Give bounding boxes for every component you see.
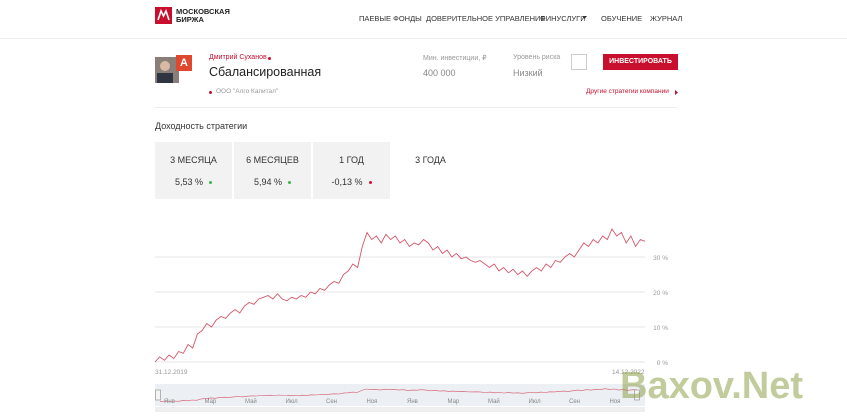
navigator-label: Мар [448,399,460,405]
period-value: 5,53 % [155,177,232,187]
nav-item[interactable]: ОБУЧЕНИЕ [601,14,643,23]
period-value-text: 5,53 % [174,177,204,187]
company-badge: A [176,55,192,71]
start-date: 31.12.2019 [155,369,188,376]
y-tick-label: 0 % [657,360,668,367]
bullet [268,57,271,60]
info-icon[interactable] [571,54,587,70]
risk-value: Низкий [513,68,543,78]
strategy-name: Сбалансированная [209,65,322,79]
navigator-label: Янв [164,399,175,405]
period-label: 1 ГОД [339,155,364,165]
navigator-label: Сен [569,399,580,405]
period-label: 6 МЕСЯЦЕВ [246,155,299,165]
period-label: 3 МЕСЯЦА [170,155,217,165]
navigator-label: Ноя [610,399,621,405]
period-label: 3 ГОДА [415,155,446,165]
divider [155,107,678,108]
period-value-text: -0,13 % [331,177,363,187]
bullet [209,91,212,94]
navigator-label: Ноя [367,399,378,405]
nav-item[interactable]: ФИНУСЛУГИ [540,14,586,23]
avatar-figure [157,61,173,83]
period-value: -0,13 % [313,177,390,187]
logo-line: МОСКОВСКАЯ [176,7,230,16]
invest-button[interactable]: ИНВЕСТИРОВАТЬ [603,54,678,70]
risk-label: Уровень риска [513,54,561,61]
trend-dot [368,181,372,185]
y-tick-label: 20 % [653,290,668,297]
period-tab[interactable]: 3 МЕСЯЦА 5,53 % [155,142,232,199]
navigator-handle[interactable] [155,389,161,401]
period-tab[interactable]: 6 МЕСЯЦЕВ 5,94 % [234,142,311,199]
navigator-bg [155,384,645,406]
navigator-label: Сен [326,399,337,405]
navigator-handle[interactable] [634,389,640,401]
period-tab[interactable]: 3 ГОДА [392,142,469,199]
trend-dot [288,181,292,185]
y-tick-label: 30 % [653,255,668,262]
logo-icon[interactable] [155,7,172,24]
logo-text[interactable]: МОСКОВСКАЯ БИРЖА [176,8,230,24]
end-date: 14.12.2022 [612,369,645,376]
nav-item[interactable]: ЖУРНАЛ [650,14,683,23]
author-link[interactable]: Дмитрий Суханов [209,54,267,61]
scrollbar [155,407,645,412]
navigator-label: Мар [205,399,217,405]
dropdown-caret [582,16,587,19]
price-line [154,228,646,363]
period-value-text: 5,94 % [253,177,283,187]
trend-dot [209,181,213,185]
returns-title: Доходность стратегии [155,121,248,131]
navigator-label: Июл [286,399,299,405]
min-investment-label: Мин. инвестиции, ₽ [423,55,487,62]
watermark: Baxov.Net [620,365,803,407]
navigator-label: Июл [529,399,542,405]
avatar [155,57,179,83]
link-arrow [675,90,678,95]
y-tick-label: 10 % [653,325,668,332]
logo-line: БИРЖА [176,15,204,24]
navigator-line [159,388,638,402]
navigator-label: Май [488,398,500,405]
min-investment-value: 400 000 [423,68,456,78]
nav-item[interactable]: ПАЕВЫЕ ФОНДЫ [359,14,422,23]
header-divider [0,38,847,39]
nav-item[interactable]: ДОВЕРИТЕЛЬНОЕ УПРАВЛЕНИЕ [426,14,546,23]
other-strategies-link[interactable]: Другие стратегии компании [586,88,669,95]
navigator-label: Янв [407,399,418,405]
logo-glyph [157,8,170,21]
period-value: 5,94 % [234,177,311,187]
navigator-label: Май [245,398,257,405]
company-name: ООО "Алго Капитал" [216,88,279,95]
period-tab[interactable]: 1 ГОД -0,13 % [313,142,390,199]
